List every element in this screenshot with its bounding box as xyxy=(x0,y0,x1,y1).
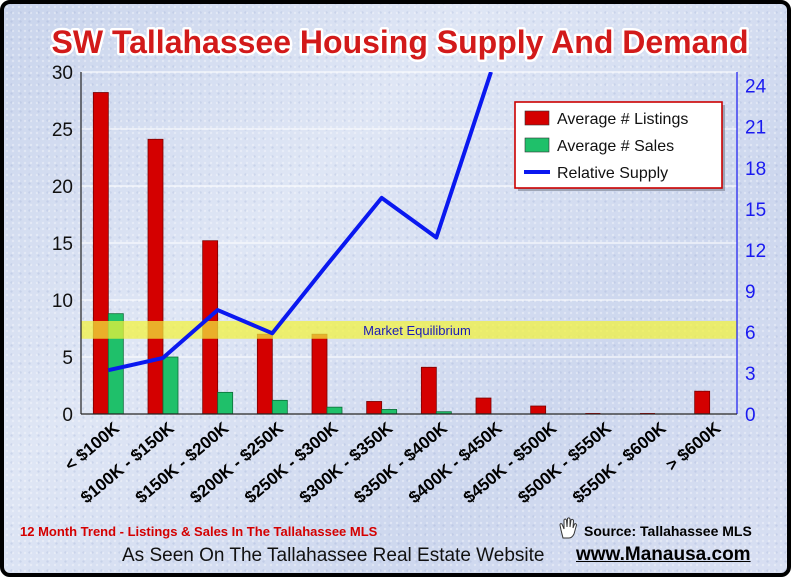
left-tick-label: 10 xyxy=(52,291,73,312)
listings-bar xyxy=(256,333,273,415)
legend-swatch xyxy=(524,110,550,126)
listings-bar xyxy=(694,390,711,415)
x-tick-label: $400K - $450K xyxy=(405,418,506,507)
footer-url-link[interactable]: www.Manausa.com xyxy=(576,544,751,565)
left-tick-label: 30 xyxy=(52,63,73,84)
legend: Average # Listings Average # Sales Relativ… xyxy=(514,101,725,191)
x-tick-label: $150K - $200K xyxy=(132,418,233,507)
legend-label: Average # Listings xyxy=(557,111,688,128)
listings-bar xyxy=(311,333,328,415)
right-tick-label: 6 xyxy=(745,323,756,344)
equilibrium-band-layer: Market Equilibrium xyxy=(81,320,737,339)
listings-bar xyxy=(92,92,109,415)
legend-swatch xyxy=(524,137,550,153)
sales-bar xyxy=(217,391,234,415)
x-tick-label: $100K - $150K xyxy=(77,418,178,507)
right-tick-label: 9 xyxy=(745,282,756,303)
right-tick-label: 15 xyxy=(745,200,766,221)
footer-website: As Seen On The Tallahassee Real Estate W… xyxy=(122,545,545,566)
chart-title: SW Tallahassee Housing Supply And Demand xyxy=(52,24,749,60)
listings-bar xyxy=(147,138,164,415)
legend-label: Relative Supply xyxy=(557,165,668,182)
x-tick-label: $300K - $350K xyxy=(296,418,397,507)
x-tick-label: $500K - $550K xyxy=(514,418,615,507)
sales-bar xyxy=(381,409,398,415)
left-tick-label: 20 xyxy=(52,177,73,198)
right-tick-label: 12 xyxy=(745,241,766,262)
x-tick-label: $250K - $300K xyxy=(241,418,342,507)
equilibrium-band xyxy=(81,320,737,339)
relative-supply-line xyxy=(107,72,493,373)
x-tick-label: $550K - $600K xyxy=(569,418,670,507)
left-tick-label: 25 xyxy=(52,120,73,141)
x-tick-label: > $600K xyxy=(662,418,724,475)
right-tick-label: 0 xyxy=(745,405,756,426)
x-tick-label: $350K - $400K xyxy=(350,418,451,507)
left-tick-label: 15 xyxy=(52,234,73,255)
listings-bar xyxy=(530,405,547,415)
sales-bar xyxy=(326,406,343,415)
right-tick-label: 3 xyxy=(745,364,756,385)
equilibrium-label: Market Equilibrium xyxy=(363,323,471,338)
sales-bar xyxy=(162,356,179,415)
title-layer: SW Tallahassee Housing Supply And Demand xyxy=(49,22,751,63)
right-tick-label: 24 xyxy=(745,77,767,98)
hand-icon xyxy=(559,517,578,539)
grid-layer xyxy=(81,71,737,415)
left-tick-label: 0 xyxy=(62,405,73,426)
listings-bar xyxy=(366,401,383,415)
footer-subtitle: 12 Month Trend - Listings & Sales In The… xyxy=(20,524,378,539)
listings-bar xyxy=(475,397,492,415)
listings-bar xyxy=(420,366,437,415)
line-layer xyxy=(107,72,493,373)
x-tick-label: $200K - $250K xyxy=(186,418,287,507)
x-tick-label: $450K - $500K xyxy=(460,418,561,507)
footer-source: Source: Tallahassee MLS xyxy=(584,523,752,539)
sales-bar xyxy=(271,399,288,415)
legend-label: Average # Sales xyxy=(557,138,674,155)
right-tick-label: 18 xyxy=(745,159,766,180)
left-tick-label: 5 xyxy=(62,348,73,369)
chart-canvas: Market Equilibrium 0 5 10 15 20 25 30 0 3 6 9 12 15 1… xyxy=(49,22,767,508)
right-tick-label: 21 xyxy=(745,118,766,139)
